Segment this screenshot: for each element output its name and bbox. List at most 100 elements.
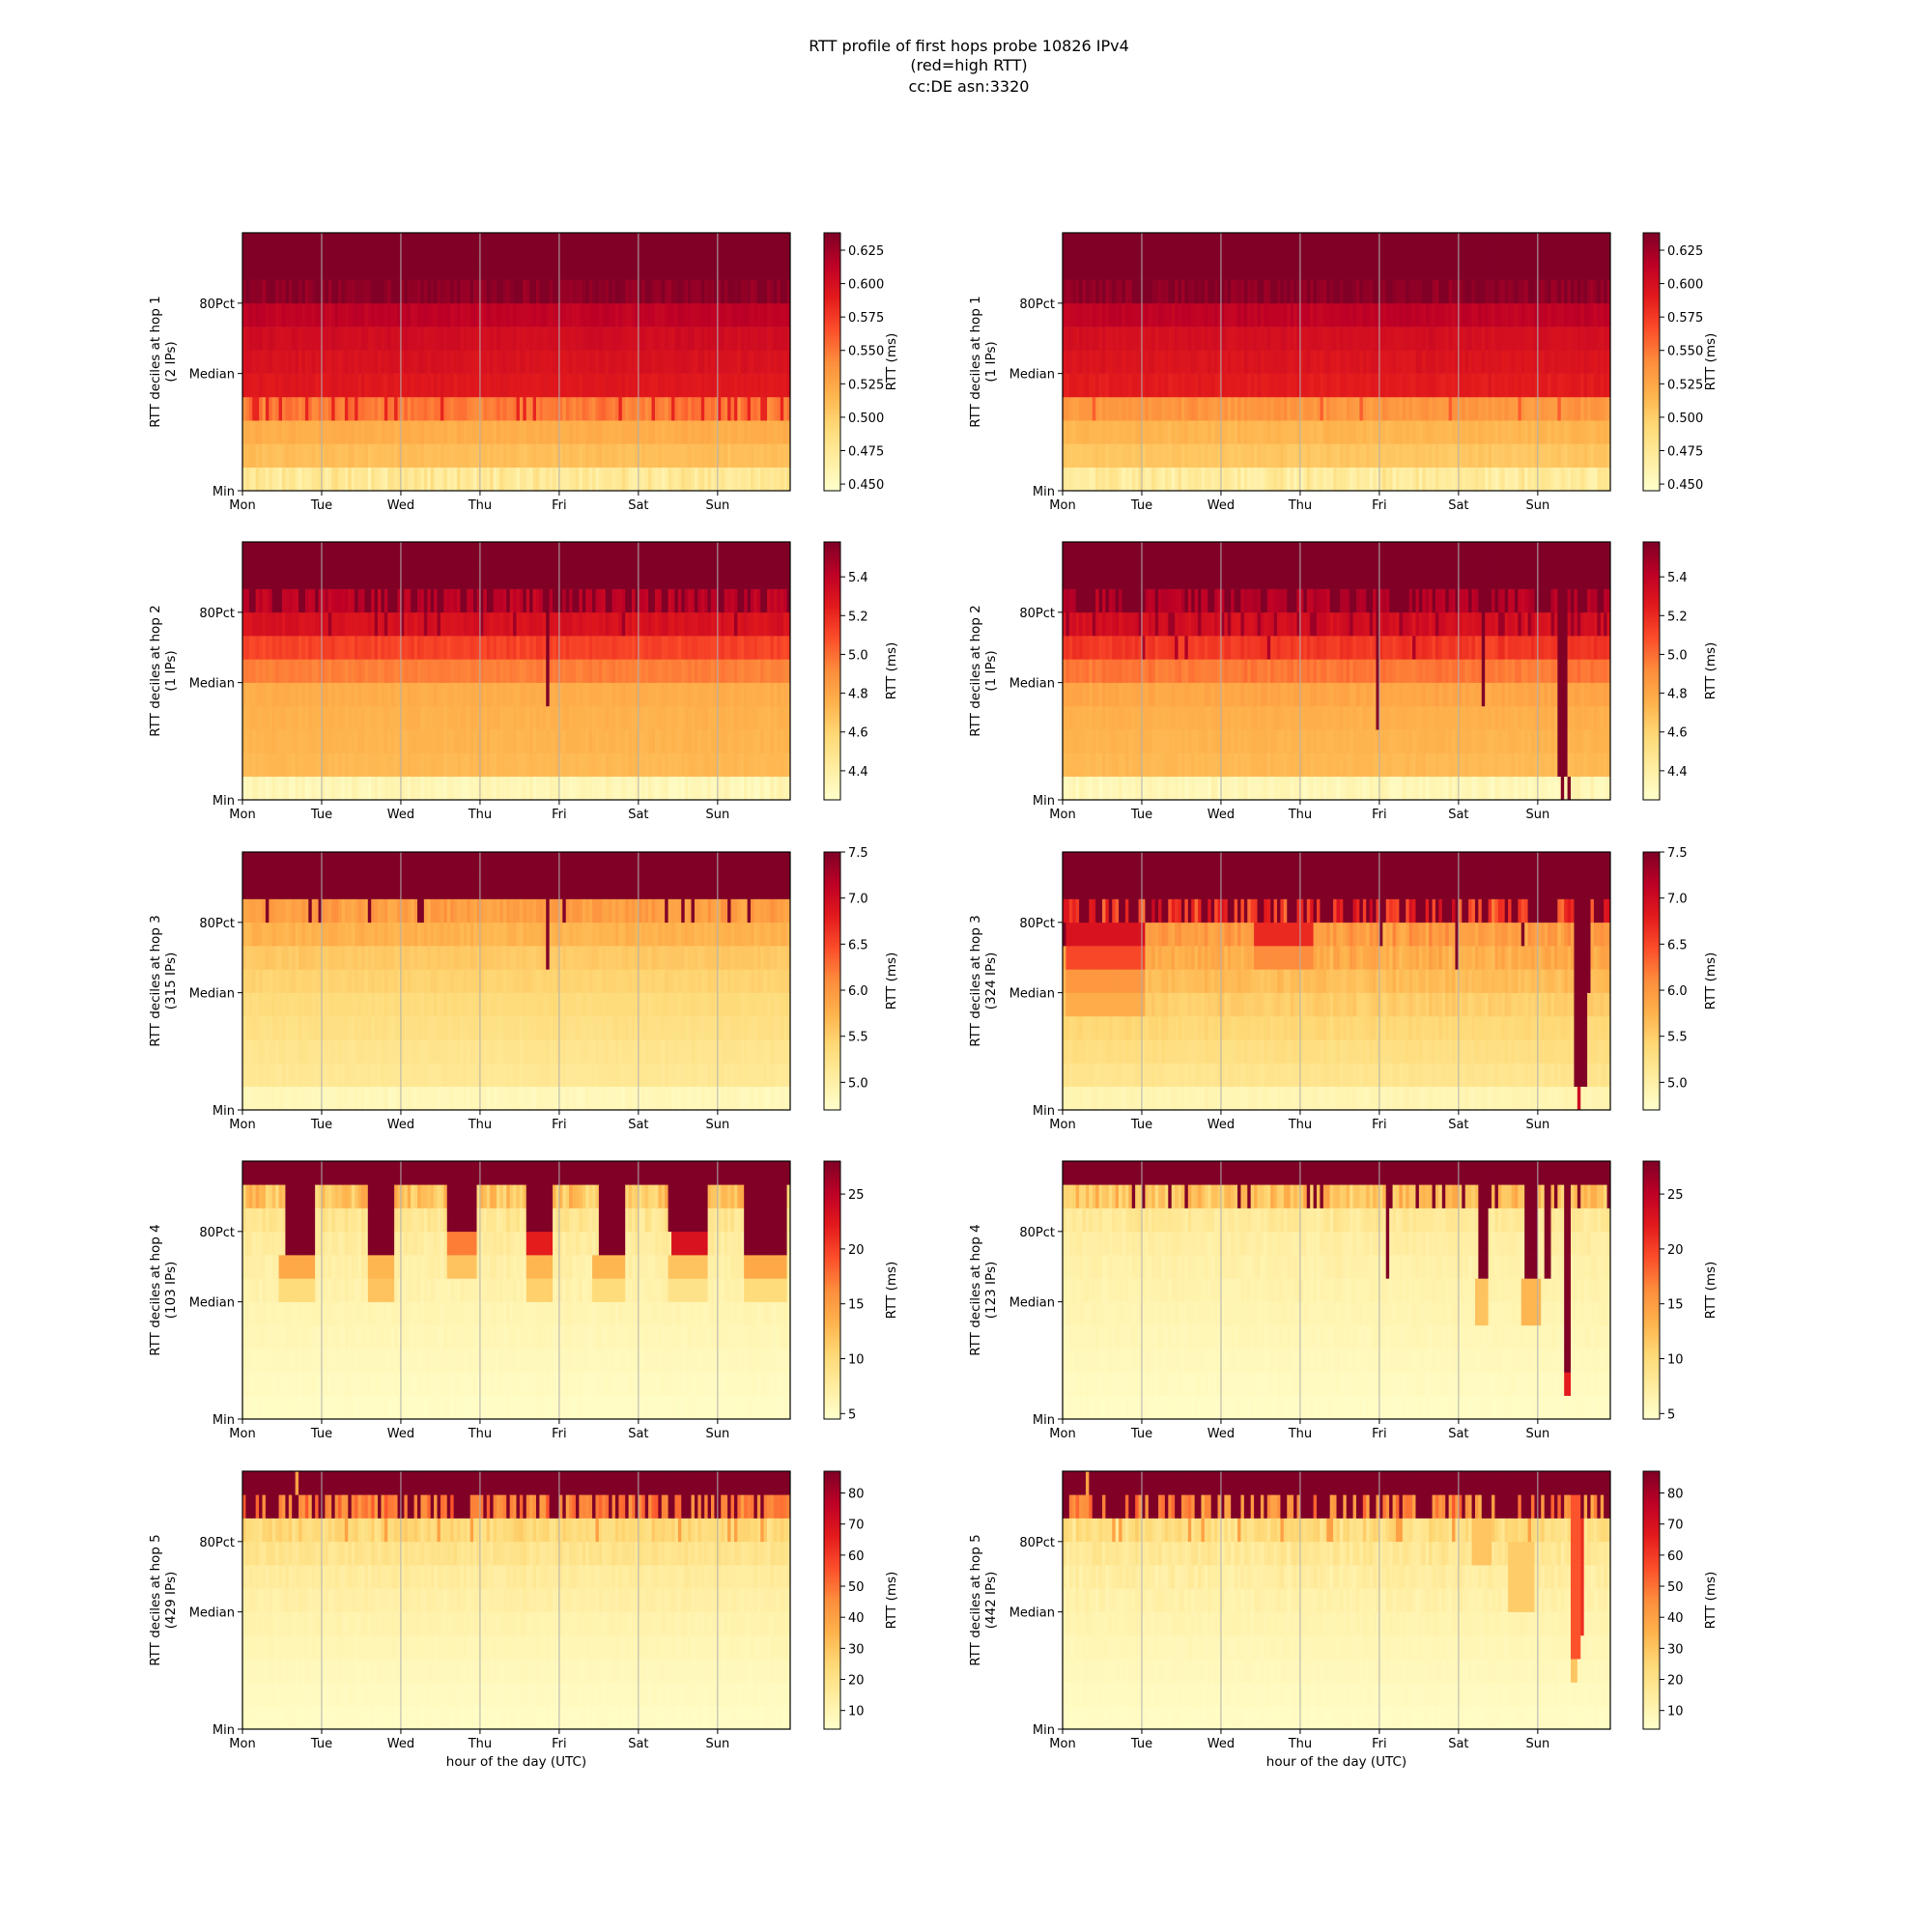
heatmap-cell [460, 279, 465, 304]
heatmap-cell [1518, 279, 1522, 304]
heatmap-cell [473, 729, 477, 753]
heatmap-cell [641, 350, 646, 374]
heatmap-cell [446, 611, 451, 637]
heatmap-cell [1534, 279, 1539, 304]
heatmap-cell [301, 729, 306, 753]
heatmap-cell [1313, 373, 1318, 398]
heatmap-cell [1567, 420, 1572, 444]
heatmap-cell [404, 467, 409, 492]
heatmap-cell [407, 396, 412, 421]
heatmap-cell [440, 588, 444, 613]
heatmap-cell [1564, 233, 1568, 257]
heatmap-cell [348, 705, 353, 730]
heatmap-cell [733, 350, 738, 374]
heatmap-cell [1079, 256, 1083, 280]
heatmap-cell [506, 327, 511, 351]
heatmap-cell [1544, 420, 1548, 444]
heatmap-cell [453, 729, 458, 753]
heatmap-cell [1590, 443, 1595, 469]
heatmap [242, 542, 791, 801]
heatmap-cell [1187, 396, 1192, 421]
heatmap-cell [1378, 467, 1383, 492]
heatmap-cell [338, 682, 342, 707]
heatmap-cell [1600, 327, 1605, 351]
heatmap-cell [1191, 373, 1196, 398]
heatmap-cell [417, 443, 421, 469]
heatmap-cell [562, 279, 567, 304]
heatmap-cell [315, 565, 319, 589]
heatmap-cell [1590, 233, 1595, 257]
heatmap-cell [1313, 350, 1318, 374]
heatmap-cell [1313, 327, 1318, 351]
heatmap-cell [546, 256, 551, 280]
heatmap-cell [1164, 279, 1169, 304]
heatmap-cell [387, 467, 392, 492]
heatmap-cell [281, 776, 286, 801]
heatmap-cell [275, 327, 279, 351]
heatmap-cell [255, 776, 260, 801]
heatmap-cell [394, 753, 398, 778]
heatmap-cell [321, 542, 326, 566]
heatmap-cell [427, 753, 432, 778]
heatmap-cell [262, 705, 267, 730]
heatmap-cell [1366, 373, 1371, 398]
heatmap-cell [777, 279, 781, 304]
heatmap-cell [668, 467, 672, 492]
heatmap-cell [371, 682, 376, 707]
heatmap-cell [529, 588, 533, 613]
heatmap-cell [773, 467, 778, 492]
heatmap-cell [1508, 279, 1512, 304]
heatmap-cell [1399, 302, 1404, 327]
heatmap-cell [1537, 396, 1542, 421]
heatmap-cell [579, 611, 583, 637]
heatmap-cell [423, 659, 428, 683]
heatmap-cell [497, 729, 500, 753]
heatmap-cell [255, 636, 260, 660]
heatmap-cell [440, 327, 444, 351]
heatmap-cell [1243, 350, 1248, 374]
heatmap-cell [288, 256, 293, 280]
heatmap-cell [1198, 279, 1202, 304]
heatmap-cell [318, 302, 323, 327]
heatmap-cell [595, 327, 600, 351]
heatmap-cell [334, 350, 339, 374]
heatmap-cell [1135, 327, 1139, 351]
heatmap-cell [1346, 327, 1350, 351]
heatmap-cell [1287, 279, 1292, 304]
heatmap-cell [400, 327, 405, 351]
heatmap-cell [467, 350, 471, 374]
heatmap-cell [1518, 396, 1522, 421]
heatmap-cell [767, 279, 771, 304]
heatmap-cell [295, 467, 299, 492]
heatmap-cell [486, 636, 491, 660]
heatmap-cell [407, 279, 412, 304]
heatmap-cell [443, 233, 448, 257]
heatmap-cell [413, 542, 418, 566]
heatmap-cell [756, 467, 761, 492]
heatmap-cell [278, 729, 283, 753]
heatmap-cell [285, 565, 290, 589]
heatmap-cell [1303, 467, 1308, 492]
heatmap-cell [753, 233, 758, 257]
heatmap-cell [308, 302, 313, 327]
heatmap-cell [783, 373, 787, 398]
heatmap-cell [387, 350, 392, 374]
heatmap-cell [553, 327, 556, 351]
heatmap-cell [1290, 443, 1294, 469]
heatmap-cell [753, 420, 758, 444]
heatmap-cell [1198, 467, 1202, 492]
heatmap-cell [278, 588, 283, 613]
heatmap-cell [1604, 279, 1607, 304]
heatmap-cell [588, 565, 593, 589]
heatmap-cell [1369, 302, 1374, 327]
heatmap-cell [542, 659, 547, 683]
heatmap-cell [1240, 396, 1245, 421]
heatmap-cell [490, 729, 494, 753]
heatmap-cell [1514, 373, 1519, 398]
heatmap-cell [1425, 443, 1430, 469]
heatmap-cell [1464, 350, 1469, 374]
heatmap-cell [1277, 302, 1281, 327]
heatmap-cell [437, 396, 441, 421]
heatmap-cell [1208, 373, 1212, 398]
heatmap-cell [535, 636, 540, 660]
